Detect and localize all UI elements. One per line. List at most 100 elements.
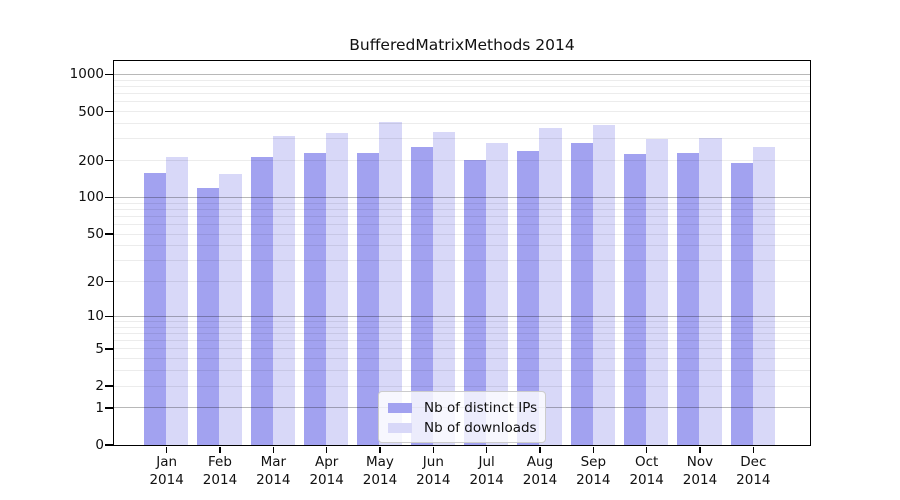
y-tick-mark-1000 (105, 73, 113, 76)
x-tick-mark-jun (432, 446, 435, 453)
minor-gridline-6 (113, 340, 810, 342)
legend-label-distinct-ips: Nb of distinct IPs (424, 400, 538, 416)
y-tick-mark-10 (105, 315, 113, 318)
bar-nov-distinct-ips (677, 152, 700, 445)
major-gridline-100 (113, 196, 810, 198)
minor-gridline-700 (113, 93, 810, 95)
y-tick-mark-0 (105, 444, 113, 446)
bar-jan-distinct-ips (143, 173, 167, 445)
y-tick-mark-100 (105, 196, 113, 199)
y-tick-mark-5 (105, 348, 113, 350)
minor-gridline-7 (113, 332, 810, 334)
minor-gridline-50 (113, 233, 810, 235)
minor-gridline-200 (113, 160, 810, 162)
bar-oct-distinct-ips (623, 154, 647, 445)
x-tick-mark-jul (485, 446, 488, 453)
bar-may-downloads (379, 121, 402, 445)
minor-gridline-5 (113, 348, 810, 350)
plot-area (112, 59, 811, 446)
bar-mar-downloads (272, 135, 296, 445)
minor-gridline-800 (113, 85, 810, 87)
legend-swatch-distinct-ips (388, 403, 412, 413)
bar-mar-distinct-ips (250, 156, 273, 445)
minor-gridline-900 (113, 79, 810, 81)
y-tick-label-5: 5 (95, 340, 104, 357)
y-tick-label-500: 500 (78, 103, 104, 120)
minor-gridline-2 (113, 385, 810, 387)
y-tick-label-2: 2 (95, 378, 104, 395)
bar-jun-downloads (432, 132, 456, 445)
y-tick-label-20: 20 (86, 273, 104, 290)
chart-title: BufferedMatrixMethods 2014 (349, 36, 575, 54)
y-tick-label-0: 0 (95, 437, 104, 453)
y-tick-mark-20 (105, 281, 113, 283)
minor-gridline-30 (113, 260, 810, 262)
bar-jul-distinct-ips (463, 160, 487, 445)
minor-gridline-9 (113, 321, 810, 322)
bar-apr-distinct-ips (303, 152, 327, 445)
y-tick-label-50: 50 (86, 226, 104, 243)
y-tick-label-10: 10 (86, 308, 104, 325)
x-tick-label-jul: Jul 2014 (469, 454, 504, 488)
y-tick-label-100: 100 (78, 189, 104, 206)
x-tick-label-oct: Oct 2014 (629, 454, 664, 488)
minor-gridline-3 (113, 370, 810, 372)
x-tick-mark-sep (592, 446, 595, 453)
x-tick-mark-dec (752, 446, 755, 453)
y-tick-mark-500 (105, 110, 113, 113)
major-gridline-1000 (113, 73, 810, 75)
minor-gridline-90 (113, 202, 810, 204)
y-tick-mark-50 (105, 233, 113, 235)
minor-gridline-20 (113, 281, 810, 283)
bar-jul-downloads (486, 143, 509, 445)
major-gridline-10 (113, 315, 810, 317)
x-tick-mark-oct (645, 446, 648, 453)
y-tick-mark-200 (105, 159, 113, 162)
minor-gridline-40 (113, 245, 810, 247)
x-tick-mark-jan (165, 446, 168, 453)
bar-nov-downloads (699, 138, 722, 445)
bar-dec-downloads (752, 147, 776, 445)
minor-gridline-500 (113, 111, 810, 113)
y-tick-label-1: 1 (95, 399, 104, 416)
legend-label-downloads: Nb of downloads (424, 420, 537, 436)
minor-gridline-600 (113, 101, 810, 103)
y-tick-label-1000: 1000 (69, 66, 104, 83)
minor-gridline-300 (113, 138, 810, 140)
y-tick-mark-1 (105, 407, 113, 409)
x-tick-mark-may (379, 446, 381, 453)
x-tick-mark-nov (699, 446, 701, 453)
bar-feb-downloads (219, 174, 242, 445)
bar-dec-distinct-ips (730, 163, 753, 445)
x-tick-label-sep: Sep 2014 (576, 454, 611, 488)
bar-feb-distinct-ips (197, 187, 220, 445)
x-tick-mark-mar (272, 446, 275, 453)
x-tick-label-feb: Feb 2014 (202, 454, 238, 488)
x-tick-label-jun: Jun 2014 (416, 454, 451, 488)
x-tick-mark-apr (325, 446, 328, 453)
minor-gridline-4 (113, 358, 810, 360)
minor-gridline-400 (113, 123, 810, 124)
legend-entry-distinct-ips: Nb of distinct IPs (379, 398, 545, 418)
bar-jan-downloads (166, 157, 189, 445)
minor-gridline-60 (113, 224, 810, 225)
x-tick-mark-feb (219, 446, 221, 453)
x-tick-label-mar: Mar 2014 (256, 454, 291, 488)
bar-may-distinct-ips (357, 152, 380, 445)
bar-apr-downloads (326, 132, 349, 445)
x-tick-label-jan: Jan 2014 (149, 454, 184, 488)
bar-sep-downloads (592, 124, 616, 445)
x-tick-label-nov: Nov 2014 (682, 454, 718, 488)
bar-sep-distinct-ips (570, 142, 593, 445)
bar-jun-distinct-ips (410, 147, 433, 445)
x-tick-label-may: May 2014 (362, 454, 398, 488)
x-tick-label-aug: Aug 2014 (522, 454, 558, 488)
bar-aug-downloads (539, 127, 562, 445)
legend-entry-downloads: Nb of downloads (379, 418, 545, 438)
y-tick-label-200: 200 (78, 152, 104, 169)
x-tick-mark-aug (539, 446, 541, 453)
x-tick-label-apr: Apr 2014 (309, 454, 344, 488)
bar-oct-downloads (646, 138, 669, 445)
y-tick-mark-2 (105, 385, 113, 387)
